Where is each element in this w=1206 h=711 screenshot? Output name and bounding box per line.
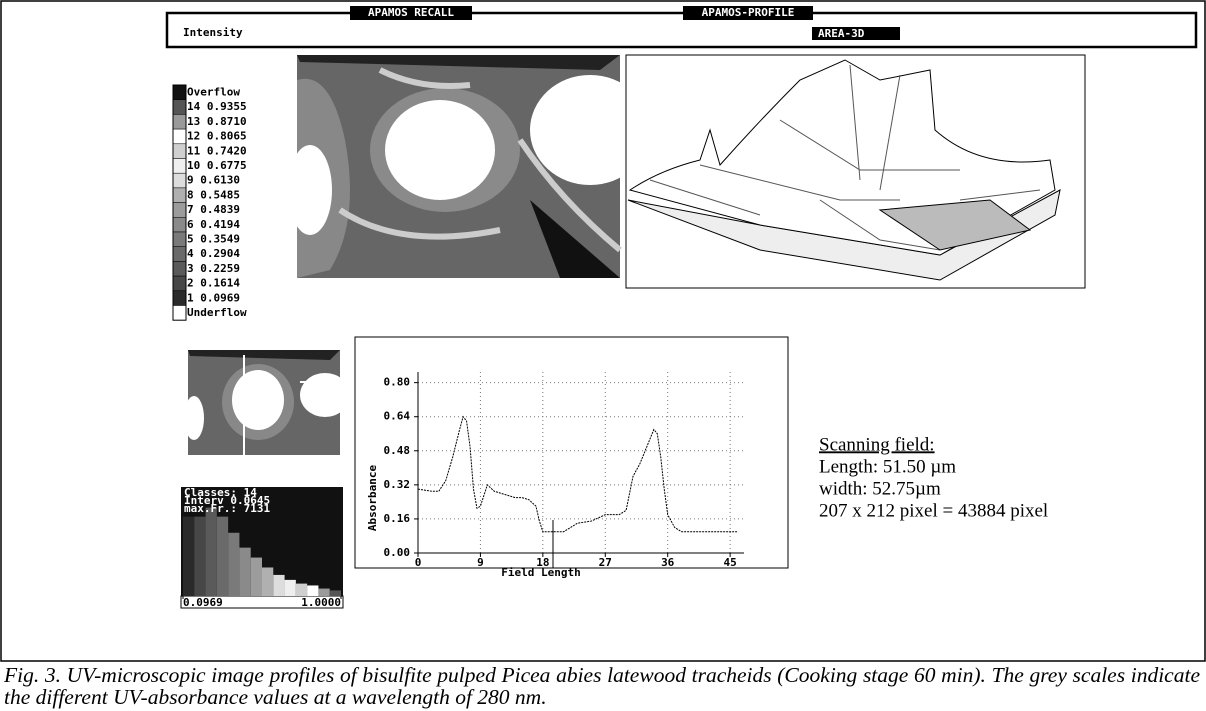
y-tick-label: 0.80 <box>384 376 411 389</box>
histogram-note: Classes: 14 <box>184 486 257 499</box>
scale-label: 4 0.2904 <box>187 247 240 260</box>
histogram-note: max.Fr.: 7131 <box>184 502 270 515</box>
scale-swatch <box>172 84 187 100</box>
scale-swatch <box>172 305 187 321</box>
histogram-bar <box>239 547 251 596</box>
scale-swatch <box>172 158 187 174</box>
scan-title: Scanning field: <box>819 434 935 455</box>
histogram-bar <box>284 579 296 596</box>
micrograph-small <box>184 350 350 455</box>
scale-label: 9 0.6130 <box>187 174 240 187</box>
scale-label: 5 0.3549 <box>187 233 240 246</box>
scale-swatch <box>172 231 187 247</box>
scale-swatch <box>172 172 187 189</box>
scan-line: width: 52.75µm <box>819 478 941 499</box>
x-tick-label: 18 <box>536 556 549 569</box>
mode-label: Intensity <box>183 26 243 39</box>
x-tick-label: 1.0000 <box>301 596 341 609</box>
caption: Fig. 3. UV-microscopic image profiles of… <box>4 663 1200 709</box>
scale-label: Overflow <box>187 86 240 99</box>
y-tick-label: 0.16 <box>384 512 411 525</box>
scale-label: 13 0.8710 <box>187 115 247 128</box>
scale-swatch <box>172 290 187 306</box>
histogram-bar <box>228 532 240 596</box>
scale-swatch <box>172 187 187 203</box>
scale-label: 10 0.6775 <box>187 159 247 172</box>
scale-label: 1 0.0969 <box>187 291 240 304</box>
y-tick-label: 0.64 <box>384 410 411 423</box>
x-tick-label: 45 <box>724 556 737 569</box>
scale-border <box>172 84 187 321</box>
scale-swatch <box>172 114 187 130</box>
histogram-bar <box>318 588 330 596</box>
view-bg <box>812 27 900 40</box>
scale-label: Underflow <box>187 306 247 319</box>
histogram-bar <box>273 574 285 596</box>
histogram-bar <box>329 590 341 596</box>
scale-swatch <box>172 246 187 262</box>
scale-swatch <box>172 217 187 233</box>
figure: APAMOS RECALL APAMOS-PROFILE Intensity A… <box>0 0 1206 662</box>
tab-label: APAMOS RECALL <box>368 6 454 19</box>
histogram-bar <box>307 585 319 596</box>
figure-border <box>0 0 1206 662</box>
header-bar <box>165 11 1198 49</box>
scale-label: 6 0.4194 <box>187 218 240 231</box>
x-tick-label: 0.0969 <box>183 596 223 609</box>
scale-label: 8 0.5485 <box>187 188 240 201</box>
surface-3d <box>625 54 1086 289</box>
profile-frame <box>354 336 789 569</box>
histogram-bar <box>262 567 274 596</box>
scale-label: 3 0.2259 <box>187 262 240 275</box>
histogram-note: Interv 0.0645 <box>184 494 270 507</box>
x-axis-label: Field Length <box>501 566 580 579</box>
y-tick-label: 0.48 <box>384 444 411 457</box>
scale-swatch <box>172 202 187 218</box>
tab-bg <box>350 6 472 20</box>
view-label: AREA-3D <box>818 27 865 40</box>
x-tick-label: 27 <box>599 556 612 569</box>
histogram-bar <box>295 583 308 596</box>
profile-line <box>417 415 738 533</box>
histogram-bar <box>216 516 229 596</box>
histogram-bar <box>183 516 195 596</box>
x-tick-label: 9 <box>477 556 484 569</box>
tab-label: APAMOS-PROFILE <box>702 6 795 19</box>
tab-bg <box>683 6 813 20</box>
x-tick-label: 0 <box>415 556 422 569</box>
scan-line: Length: 51.50 µm <box>819 456 956 477</box>
x-tick-label: 36 <box>661 556 675 569</box>
scale-swatch <box>172 143 187 159</box>
scale-label: 11 0.7420 <box>187 144 247 157</box>
histogram-bar <box>205 507 217 596</box>
scale-label: 7 0.4839 <box>187 203 240 216</box>
scale-label: 2 0.1614 <box>187 277 240 290</box>
scale-label: 12 0.8065 <box>187 130 247 143</box>
y-tick-label: 0.32 <box>384 478 411 491</box>
micrograph <box>288 55 650 278</box>
scale-swatch <box>172 99 187 115</box>
y-tick-label: 0.00 <box>384 546 411 559</box>
scale-swatch <box>172 128 187 145</box>
histogram-bar <box>250 557 262 596</box>
scale-swatch <box>172 261 187 277</box>
histogram-bar <box>194 516 206 596</box>
scale-swatch <box>172 275 187 292</box>
scan-line: 207 x 212 pixel = 43884 pixel <box>819 500 1048 521</box>
scale-label: 14 0.9355 <box>187 100 247 113</box>
y-axis-label: Absorbance <box>366 465 379 532</box>
